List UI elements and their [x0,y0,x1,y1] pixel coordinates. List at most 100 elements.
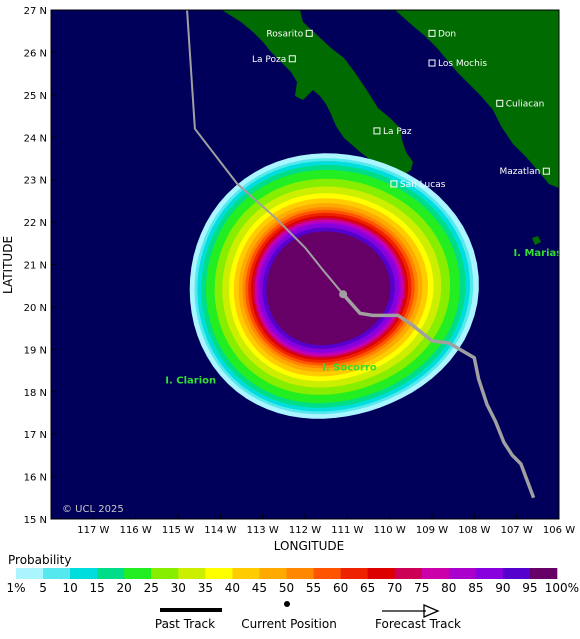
city-label: Los Mochis [438,59,487,69]
island-label: I. Marias [513,248,562,259]
colorbar-swatch [43,568,71,579]
colorbar-swatch [97,568,125,579]
colorbar-swatch [286,568,314,579]
colorbar-label: 40 [225,581,240,595]
y-tick-label: 21 N [24,261,47,272]
city-label: San Lucas [400,180,446,190]
y-tick-label: 15 N [24,515,47,526]
city-marker [288,55,296,63]
colorbar-label: 100% [545,581,579,595]
y-tick-label: 16 N [24,473,47,484]
legend-current-position-label: Current Position [241,617,337,631]
colorbar-swatch [16,568,44,579]
copyright-text: © UCL 2025 [62,504,124,515]
city-label: Don [438,29,456,39]
colorbar-swatch [313,568,341,579]
city-label: La Paz [383,127,412,137]
city-marker [390,180,398,188]
colorbar-swatch [394,568,423,579]
colorbar-label: 30 [171,581,186,595]
x-tick-label: 108 W [458,525,490,536]
island-label: I. Clarion [165,375,216,386]
y-tick-label: 17 N [24,430,47,441]
colorbar-swatch [151,568,179,579]
probability-colorbar-labels: 1% 5 10 15 20 25 30 35 40 45 50 55 60 65 70 75 80 85 90 95 1… [6,581,579,595]
city-marker [373,127,381,135]
x-axis-title: LONGITUDE [274,539,344,553]
city-label: Culiacan [506,99,545,109]
probability-bands [189,153,479,419]
island-label: I. Socorro [322,363,377,374]
island-labels: I. Clarion I. Socorro I. Marias [165,248,562,386]
city-marker [428,59,436,67]
colorbar-label: 1% [6,581,25,595]
colorbar-label: 70 [387,581,402,595]
colorbar-label: 60 [333,581,348,595]
colorbar-swatch [529,568,558,579]
x-tick-label: 111 W [331,525,363,536]
city-marker [496,99,504,107]
colorbar-label: 95 [522,581,537,595]
city-marker [428,29,436,37]
colorbar-swatch [475,568,504,579]
colorbar-label: 90 [495,581,510,595]
x-tick-label: 117 W [77,525,109,536]
colorbar-label: 50 [279,581,294,595]
city-labels: Rosarito La Poza La Paz San Lucas Don Los Moc… [252,29,550,190]
legend-title: Probability [8,553,71,567]
y-axis-title: LATITUDE [1,236,15,294]
x-tick-label: 109 W [416,525,448,536]
baja-california-land [222,10,413,180]
x-tick-label: 114 W [204,525,236,536]
colorbar-swatch [232,568,260,579]
x-tick-label: 107 W [501,525,533,536]
city-marker [305,29,313,37]
legend-current-position-symbol [284,601,290,607]
colorbar-label: 15 [90,581,105,595]
y-tick-label: 19 N [24,345,47,356]
colorbar-swatch [124,568,152,579]
legend-forecast-track-symbol [382,604,440,618]
x-tick-label: 110 W [374,525,406,536]
colorbar-label: 35 [198,581,213,595]
colorbar-label: 55 [306,581,321,595]
x-tick-label: 113 W [247,525,279,536]
islas-marias-land [532,236,541,245]
colorbar-label: 25 [144,581,159,595]
colorbar-swatch [70,568,98,579]
colorbar-label: 5 [39,581,47,595]
colorbar-label: 65 [360,581,375,595]
colorbar-swatch [502,568,531,579]
y-tick-label: 27 N [24,6,47,17]
y-tick-label: 18 N [24,388,47,399]
colorbar-swatch [178,568,206,579]
city-marker [542,167,550,175]
x-axis-ticks: 117 W 116 W 115 W 114 W 113 W 112 W 111 W 110 W… [77,514,575,536]
colorbar-swatch [421,568,450,579]
x-tick-label: 112 W [289,525,321,536]
x-tick-label: 115 W [162,525,194,536]
colorbar-swatch [448,568,477,579]
y-axis-ticks: 15 N 16 N 17 N 18 N 19 N 20 N 21 N 22 N 23 N 24 N… [24,6,56,526]
y-tick-label: 23 N [24,176,47,187]
probability-colorbar [16,568,558,579]
colorbar-label: 45 [252,581,267,595]
colorbar-swatch [205,568,233,579]
y-tick-label: 22 N [24,218,47,229]
colorbar-swatch [367,568,395,579]
legend-past-track-label: Past Track [155,617,215,631]
city-label: Mazatlan [500,167,541,177]
colorbar-label: 20 [117,581,132,595]
colorbar-label: 75 [414,581,429,595]
colorbar-swatch [340,568,368,579]
x-tick-label: 106 W [543,525,575,536]
colorbar-label: 80 [441,581,456,595]
y-tick-label: 26 N [24,48,47,59]
colorbar-label: 85 [468,581,483,595]
city-label: Rosarito [266,29,303,39]
city-label: La Poza [252,55,286,65]
current-position-marker [339,290,348,299]
y-tick-label: 20 N [24,303,47,314]
colorbar-swatch [259,568,287,579]
